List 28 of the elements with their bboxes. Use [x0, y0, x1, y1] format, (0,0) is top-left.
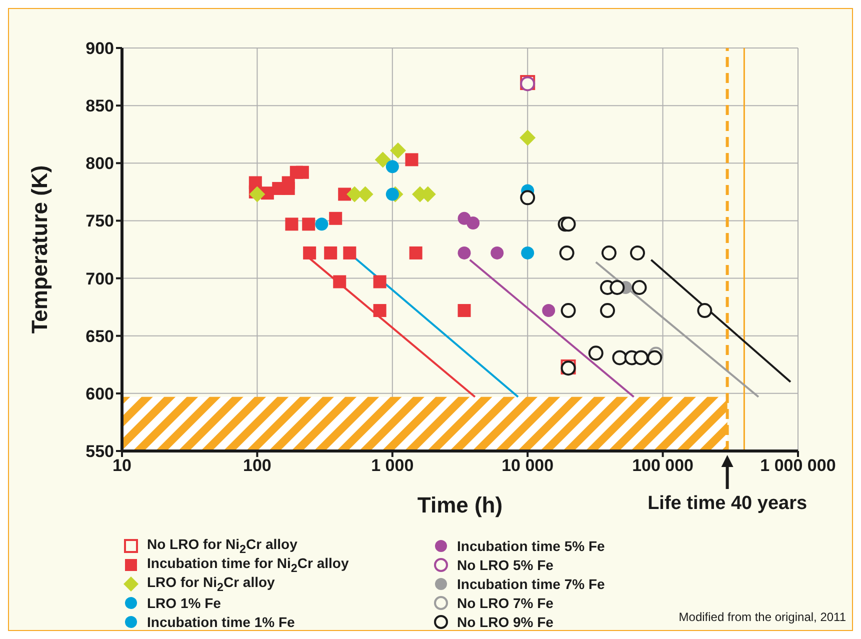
x-tick-label: 100 000 [632, 456, 694, 476]
legend-label: Incubation time 7% Fe [457, 576, 605, 592]
legend-label: No LRO 7% Fe [457, 594, 554, 610]
text: Modified from the original, 2011 [678, 610, 846, 624]
y-axis-title: Temperature (K) [26, 165, 52, 334]
legend-label: No LRO for Ni$_{2}$Cr alloy [147, 536, 298, 556]
x-tick-label: 10 [112, 456, 132, 476]
x-tick-label: 1 000 000 [760, 456, 836, 476]
legend-label: Incubation time for Ni$_{2}$Cr alloy [147, 554, 349, 574]
y-tick-label: 550 [86, 442, 114, 462]
legend-label: Incubation time 5% Fe [457, 538, 605, 554]
x-tick-label: 1 000 [371, 456, 414, 476]
y-tick-label: 700 [86, 269, 114, 288]
legend-label: LRO for Ni$_{2}$Cr alloy [147, 574, 275, 594]
x-tick-label: 100 [243, 456, 272, 476]
y-tick-label: 850 [86, 96, 114, 116]
legend-label: Incubation time 1% Fe [147, 614, 295, 630]
y-tick-label: 900 [86, 39, 114, 58]
y-tick-label: 750 [86, 212, 114, 231]
legend-label: No LRO 9% Fe [457, 614, 554, 630]
y-tick-label: 650 [86, 326, 114, 346]
legend-label: No LRO 5% Fe [457, 556, 554, 572]
y-tick-label: 800 [86, 154, 114, 174]
x-axis-title: Time (h) [417, 492, 503, 518]
y-tick-label: 600 [86, 384, 114, 404]
x-tick-label: 10 000 [502, 456, 554, 476]
ref-line-label: Life time 40 years [648, 493, 808, 514]
legend-label: LRO 1% Fe [147, 594, 221, 610]
